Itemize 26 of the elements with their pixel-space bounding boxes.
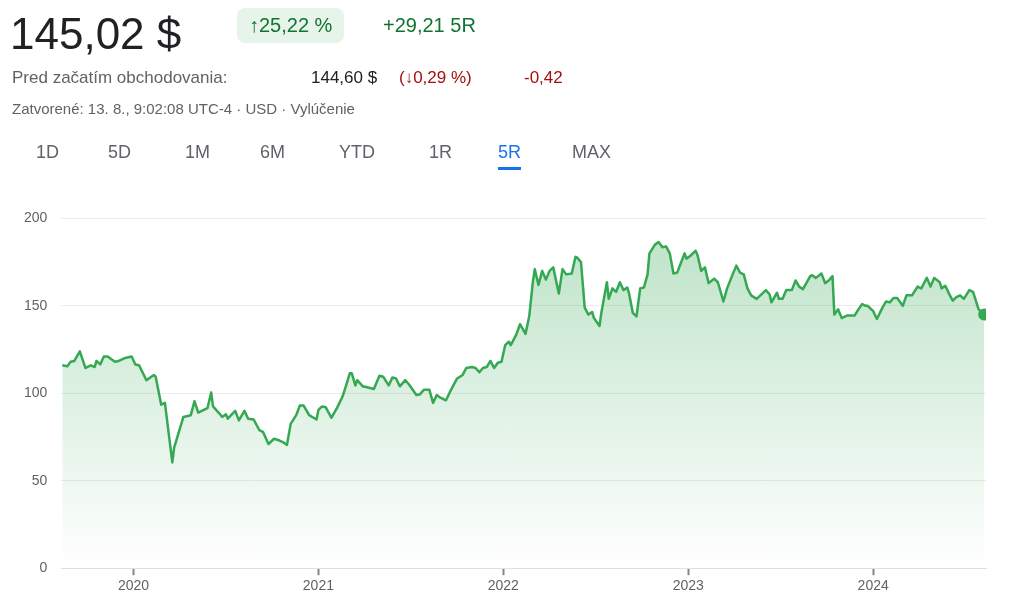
- text: 6M: [260, 142, 286, 164]
- x-tick-label: 2021: [302, 577, 335, 594]
- x-tick-label: 2024: [857, 577, 889, 594]
- text: 5D: [108, 142, 132, 164]
- text: Pred začatím obchodovania:: [12, 68, 228, 88]
- y-tick-label: 0: [39, 559, 48, 576]
- chart-subtitle: Zatvorené: 13. 8., 9:02:08 UTC-4 · USD · Vylúčenie: [12, 100, 355, 117]
- x-tick-label: 2023: [672, 577, 705, 594]
- text: +29,21 5R: [383, 14, 476, 37]
- text: 5R: [498, 142, 522, 170]
- chart-title: 145,02 $: [10, 8, 182, 60]
- text: 1D: [36, 142, 60, 164]
- y-tick-label: 150: [24, 296, 48, 313]
- text: (↓0,29 %): [399, 68, 472, 88]
- text: 1R: [429, 142, 453, 164]
- text: MAX: [572, 142, 612, 164]
- text: ↑25,22 %: [237, 8, 345, 43]
- y-tick-label: 50: [31, 471, 48, 488]
- x-tick-label: 2020: [117, 577, 150, 594]
- text: 1M: [185, 142, 211, 164]
- text: -0,42: [524, 68, 563, 88]
- text: YTD: [339, 142, 375, 164]
- text: 144,60 $: [311, 68, 378, 88]
- y-tick-label: 100: [24, 384, 48, 401]
- y-tick-label: 200: [24, 209, 48, 226]
- x-tick-label: 2022: [487, 577, 520, 594]
